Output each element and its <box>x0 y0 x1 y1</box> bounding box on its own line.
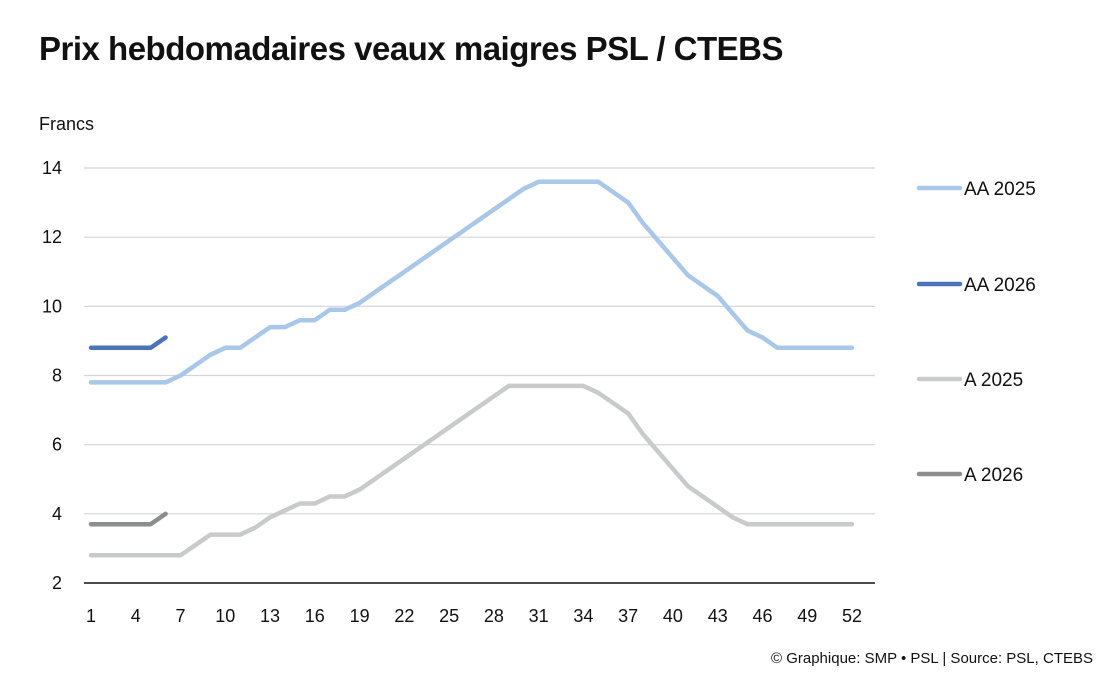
x-tick-label-22: 22 <box>394 606 414 626</box>
series-line-2 <box>88 383 855 558</box>
x-tick-label-49: 49 <box>797 606 817 626</box>
x-tick-label-13: 13 <box>260 606 280 626</box>
x-tick-label-34: 34 <box>573 606 593 626</box>
y-tick-label-4: 4 <box>52 504 62 524</box>
x-tick-label-10: 10 <box>215 606 235 626</box>
x-tick-label-25: 25 <box>439 606 459 626</box>
x-tick-label-19: 19 <box>350 606 370 626</box>
chart-title: Prix hebdomadaires veaux maigres PSL / C… <box>39 30 784 67</box>
y-tick-label-2: 2 <box>52 573 62 593</box>
series-line-0 <box>88 179 855 385</box>
x-tick-label-28: 28 <box>484 606 504 626</box>
x-tick-label-46: 46 <box>752 606 772 626</box>
x-tick-label-4: 4 <box>131 606 141 626</box>
y-tick-label-6: 6 <box>52 435 62 455</box>
legend-label-3: A 2026 <box>964 465 1023 486</box>
legend-label-2: A 2025 <box>964 370 1023 391</box>
grid-lines <box>84 167 875 515</box>
x-tick-label-52: 52 <box>842 606 862 626</box>
x-tick-label-43: 43 <box>708 606 728 626</box>
legend-label-0: AA 2025 <box>964 179 1036 200</box>
x-tick-label-1: 1 <box>86 606 96 626</box>
series-lines <box>88 179 855 558</box>
legend-label-1: AA 2026 <box>964 275 1036 296</box>
source-credit: © Graphique: SMP • PSL | Source: PSL, CT… <box>770 650 1093 667</box>
x-tick-label-40: 40 <box>663 606 683 626</box>
y-tick-label-14: 14 <box>42 158 62 178</box>
series-line-3 <box>88 511 168 527</box>
legend: AA 2025 AA 2026 A 2025 A 2026 <box>916 179 1036 486</box>
x-tick-label-37: 37 <box>618 606 638 626</box>
y-tick-label-8: 8 <box>52 366 62 386</box>
y-tick-label-10: 10 <box>42 296 62 316</box>
x-tick-label-16: 16 <box>305 606 325 626</box>
x-tick-label-7: 7 <box>176 606 186 626</box>
y-axis-label: Francs <box>39 114 94 134</box>
y-tick-label-12: 12 <box>42 227 62 247</box>
series-line-1 <box>88 335 168 351</box>
x-tick-label-31: 31 <box>529 606 549 626</box>
